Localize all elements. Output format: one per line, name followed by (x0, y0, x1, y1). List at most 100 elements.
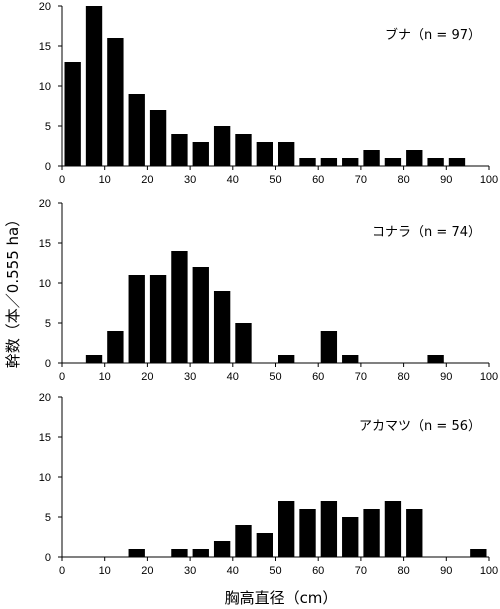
x-tick-label: 100 (480, 565, 498, 577)
x-tick-label: 80 (397, 565, 409, 577)
x-tick-label: 0 (59, 565, 65, 577)
x-tick-label: 40 (227, 174, 239, 186)
x-tick-label: 80 (397, 174, 409, 186)
histogram-bar (171, 134, 188, 166)
x-tick-label: 30 (184, 371, 196, 383)
x-tick-label: 30 (184, 174, 196, 186)
x-tick-label: 50 (269, 371, 281, 383)
histogram-bar (427, 355, 444, 363)
x-tick-label: 10 (99, 565, 111, 577)
y-tick-label: 5 (45, 512, 51, 524)
panel-label: アカマツ（n = 56） (359, 419, 481, 434)
histogram-bar (278, 355, 295, 363)
x-tick-label: 40 (227, 371, 239, 383)
x-tick-label: 90 (440, 565, 452, 577)
y-tick-label: 10 (39, 472, 51, 484)
x-axis-title: 胸高直径（cm） (225, 589, 338, 607)
x-tick-label: 40 (227, 565, 239, 577)
panel-3: 0 5 10 15 20 0 10 20 30 40 50 60 70 80 90 100 アカマツ（n = 5… (39, 392, 498, 577)
histogram-bar (363, 150, 380, 166)
y-tick-label: 20 (39, 198, 51, 210)
histogram-bar (448, 158, 466, 166)
x-tick-label: 10 (99, 174, 111, 186)
histogram-bar (171, 549, 188, 557)
panel-1: 0 5 10 15 20 0 10 20 30 40 50 60 70 80 90 100 ブナ（n = 97） (39, 1, 498, 186)
histogram-bar (213, 541, 231, 557)
histogram-bar (192, 549, 209, 557)
histogram-bar (342, 517, 359, 557)
panel-2: 0 5 10 15 20 0 10 20 30 40 50 60 70 80 90 100 コナラ（n = 74… (39, 198, 498, 383)
histogram-bar (384, 158, 402, 166)
y-tick-label: 0 (45, 358, 51, 370)
histogram-bar (107, 38, 124, 166)
x-tick-label: 100 (480, 174, 498, 186)
histogram-bar (427, 158, 444, 166)
x-tick-label: 60 (312, 371, 324, 383)
histogram-bar (149, 275, 167, 363)
histogram-bar (235, 134, 252, 166)
histogram-bar (235, 323, 252, 363)
y-axis-title: 幹数（本／0.555 ha） (4, 212, 22, 368)
histogram-bar (85, 6, 103, 166)
histogram-bar (192, 267, 209, 363)
histogram-bar (256, 142, 273, 166)
x-tick-label: 90 (440, 174, 452, 186)
histogram-bar (342, 158, 359, 166)
y-tick-label: 15 (39, 432, 51, 444)
x-tick-label: 50 (269, 174, 281, 186)
y-tick-label: 10 (39, 81, 51, 93)
y-tick-label: 20 (39, 392, 51, 404)
histogram-bar (363, 509, 380, 557)
x-tick-label: 20 (141, 565, 153, 577)
y-tick-label: 10 (39, 278, 51, 290)
x-tick-label: 70 (355, 371, 367, 383)
x-tick-label: 70 (355, 565, 367, 577)
histogram-bar (278, 142, 295, 166)
x-tick-label: 20 (141, 174, 153, 186)
x-tick-label: 50 (269, 565, 281, 577)
x-tick-label: 0 (59, 371, 65, 383)
histogram-bar (192, 142, 209, 166)
histogram-bar (299, 509, 316, 557)
histogram-bar (406, 509, 423, 557)
y-tick-label: 0 (45, 161, 51, 173)
histogram-bar (278, 501, 295, 557)
histogram-bar (128, 549, 145, 557)
histogram-bar (213, 291, 231, 363)
panel-label: ブナ（n = 97） (385, 27, 481, 43)
histogram-bar (320, 501, 338, 557)
y-tick-label: 15 (39, 41, 51, 53)
y-tick-label: 5 (45, 121, 51, 133)
x-tick-label: 70 (355, 174, 367, 186)
histogram-bar (342, 355, 359, 363)
histogram-bar (299, 158, 316, 166)
histogram-bar (256, 533, 273, 557)
x-tick-label: 10 (99, 371, 111, 383)
x-tick-label: 80 (397, 371, 409, 383)
x-tick-label: 90 (440, 371, 452, 383)
histogram-bar (384, 501, 402, 557)
x-tick-label: 100 (480, 371, 498, 383)
y-tick-label: 5 (45, 318, 51, 330)
x-tick-label: 0 (59, 174, 65, 186)
y-tick-label: 0 (45, 552, 51, 564)
histogram-bar (85, 355, 103, 363)
histogram-bar (171, 251, 188, 363)
y-tick-label: 15 (39, 238, 51, 250)
histogram-bar (235, 525, 252, 557)
histogram-bar (320, 331, 338, 363)
histogram-bar (320, 158, 338, 166)
x-tick-label: 30 (184, 565, 196, 577)
y-tick-label: 20 (39, 1, 51, 13)
histogram-bar (213, 126, 231, 166)
histogram-bar (107, 331, 124, 363)
histogram-bar (470, 549, 487, 557)
histogram-bar (406, 150, 423, 166)
panel-label: コナラ（n = 74） (372, 225, 481, 240)
histogram-bar (128, 94, 145, 166)
x-tick-label: 60 (312, 174, 324, 186)
x-tick-label: 60 (312, 565, 324, 577)
histogram-bar (128, 275, 145, 363)
histogram-bar (149, 110, 167, 166)
